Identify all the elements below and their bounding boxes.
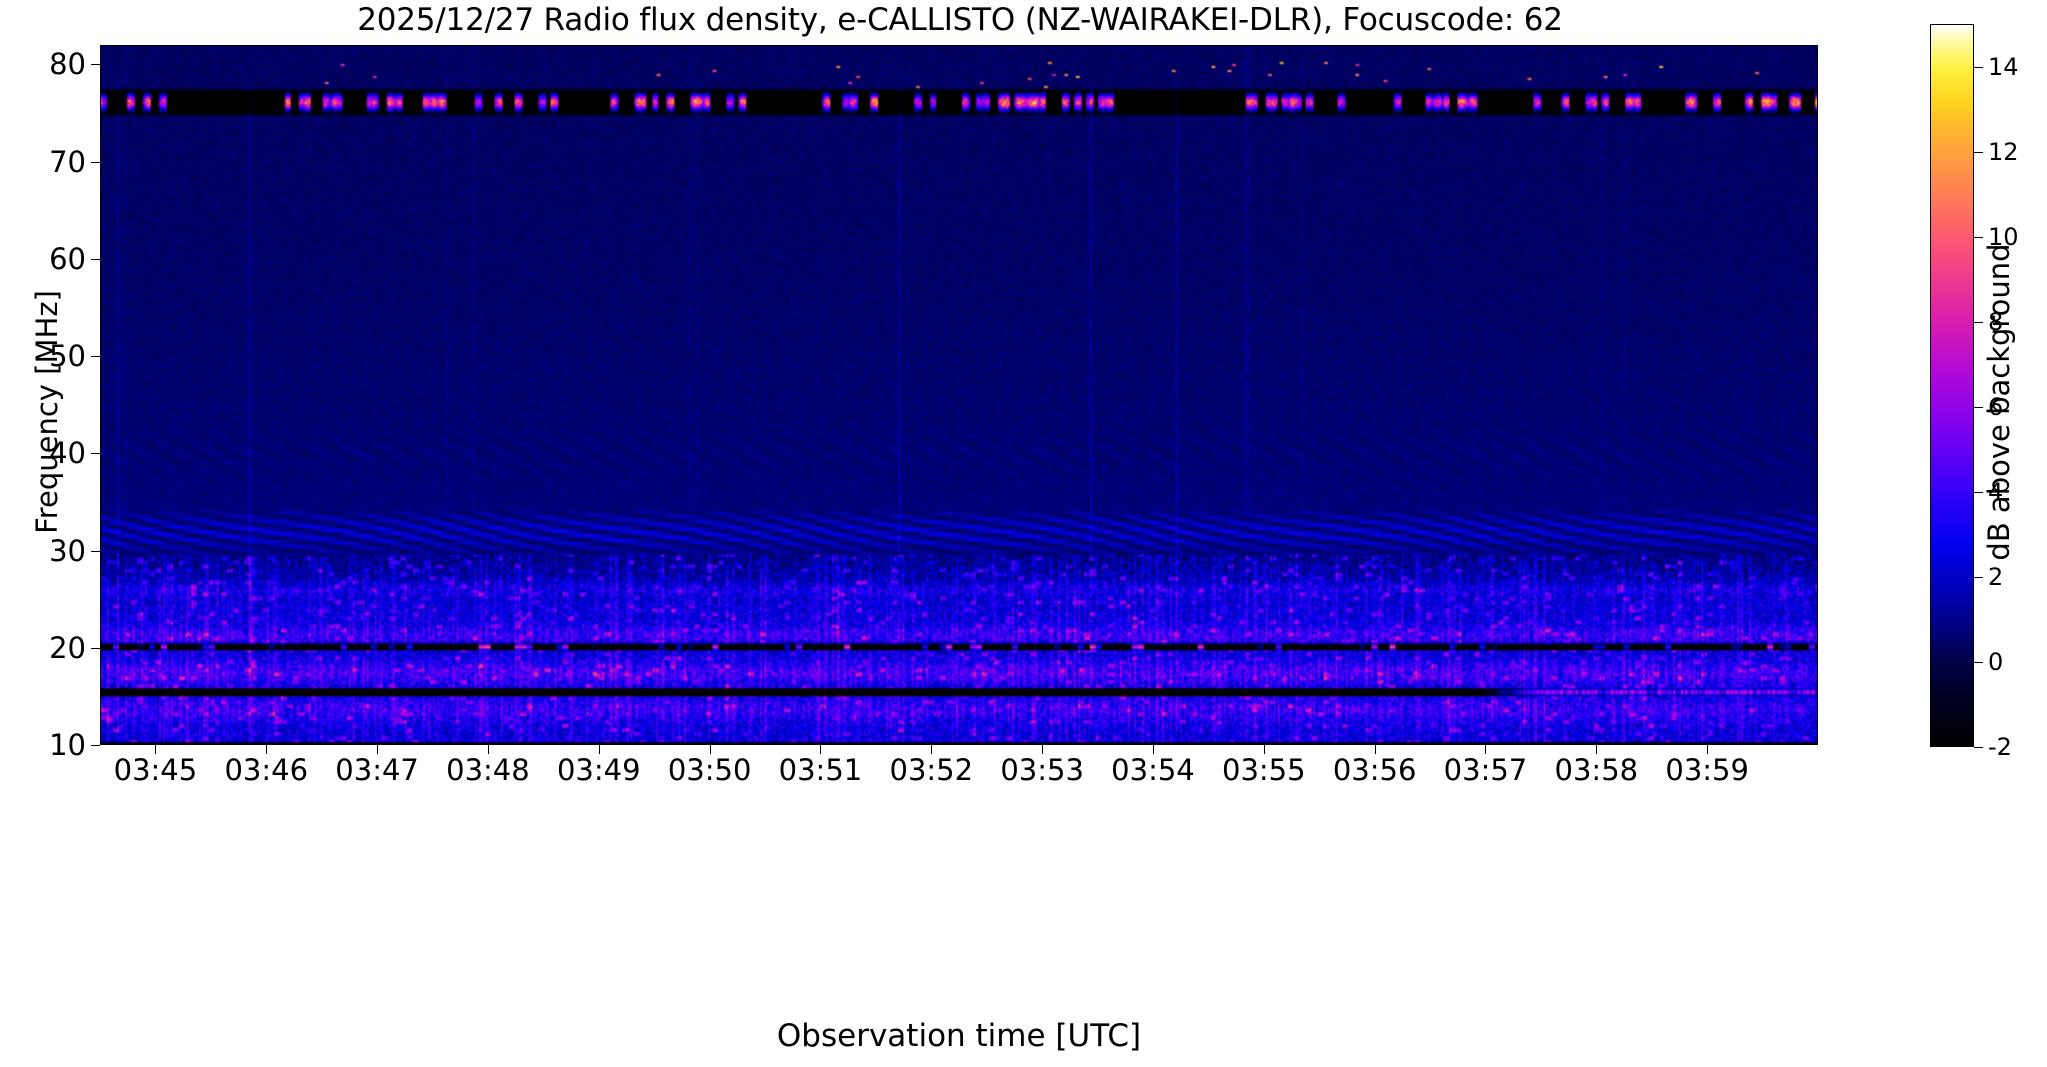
colorbar-tick-label: 0	[1988, 647, 2004, 676]
x-tick-label: 03:56	[1332, 753, 1417, 787]
x-tick-mark	[598, 745, 600, 754]
x-tick-mark	[377, 745, 379, 754]
y-tick-label: 60	[49, 241, 86, 276]
y-tick-mark	[91, 161, 100, 163]
x-tick-label: 03:45	[113, 753, 198, 787]
x-axis-label: Observation time [UTC]	[776, 1018, 1142, 1054]
x-tick-mark	[1152, 745, 1154, 754]
x-tick-label: 03:49	[556, 753, 641, 787]
x-tick-mark	[1374, 745, 1376, 754]
page-title: 2025/12/27 Radio flux density, e-CALLIST…	[357, 2, 1563, 38]
x-tick-label: 03:59	[1665, 753, 1749, 787]
colorbar-tick-label: 14	[1988, 52, 2019, 81]
colorbar[interactable]: 14 12 10 8 6 4 2 0 -2	[1930, 24, 2019, 761]
y-tick-label: 50	[49, 339, 86, 374]
colorbar-tick-mark	[1974, 151, 1983, 153]
x-tick-label: 03:47	[335, 753, 419, 787]
colorbar-tick-label: -2	[1988, 733, 2012, 761]
colorbar-tick-label: 12	[1988, 137, 2019, 166]
x-tick-label: 03:55	[1222, 753, 1306, 787]
colorbar-tick-label: 8	[1988, 307, 2004, 336]
colorbar-tick-label: 4	[1988, 477, 2004, 506]
y-tick-mark	[91, 745, 100, 746]
x-tick-mark	[931, 745, 933, 754]
y-tick-label: 20	[49, 630, 86, 665]
colorbar-tick-mark	[1974, 66, 1983, 68]
colorbar-tick-mark	[1974, 321, 1983, 323]
spectrogram-plot[interactable]	[100, 45, 1818, 745]
x-tick-label: 03:53	[1000, 753, 1084, 787]
y-tick-label: 70	[49, 144, 86, 179]
colorbar-tick-mark	[1974, 236, 1983, 238]
colorbar-tick-mark	[1974, 747, 1983, 748]
y-tick-mark	[91, 258, 100, 260]
x-tick-mark	[1263, 745, 1265, 754]
y-tick-label: 40	[49, 436, 86, 471]
colorbar-tick-mark	[1974, 661, 1983, 663]
x-tick-label: 03:48	[446, 753, 530, 787]
y-axis-ticks: 80 70 60 50 40 30 20 10	[0, 0, 86, 1067]
x-tick-mark	[155, 745, 157, 754]
y-tick-mark	[91, 64, 100, 66]
colorbar-tick-label: 2	[1988, 562, 2004, 591]
y-tick-mark	[91, 356, 100, 358]
x-tick-mark	[1485, 745, 1487, 754]
y-tick-label: 30	[49, 533, 86, 568]
x-tick-mark	[1707, 745, 1709, 754]
x-tick-mark	[1042, 745, 1044, 754]
x-tick-mark	[709, 745, 711, 754]
x-tick-label: 03:54	[1111, 753, 1195, 787]
x-tick-label: 03:50	[667, 753, 752, 787]
x-tick-label: 03:51	[778, 753, 863, 787]
colorbar-tick-mark	[1974, 491, 1983, 493]
colorbar-tick-label: 6	[1988, 392, 2004, 421]
y-tick-label: 80	[49, 47, 86, 82]
x-tick-label: 03:57	[1443, 753, 1528, 787]
colorbar-label: dB above background	[1982, 243, 2016, 561]
y-tick-mark	[91, 453, 100, 455]
x-tick-mark	[266, 745, 268, 754]
x-tick-label: 03:52	[889, 753, 974, 787]
y-axis-label: Frequency [MHz]	[30, 290, 64, 534]
x-tick-mark	[820, 745, 822, 754]
x-tick-label: 03:58	[1554, 753, 1639, 787]
colorbar-gradient	[1930, 24, 1974, 747]
y-tick-mark	[91, 550, 100, 552]
x-tick-mark	[487, 745, 489, 754]
colorbar-tick-mark	[1974, 576, 1983, 578]
y-tick-mark	[91, 647, 100, 649]
colorbar-tick-mark	[1974, 406, 1983, 408]
colorbar-tick-label: 10	[1988, 222, 2019, 251]
spectrogram-image	[101, 46, 1817, 744]
y-tick-label: 10	[49, 728, 86, 762]
x-tick-mark	[1596, 745, 1598, 754]
x-tick-label: 03:46	[224, 753, 309, 787]
